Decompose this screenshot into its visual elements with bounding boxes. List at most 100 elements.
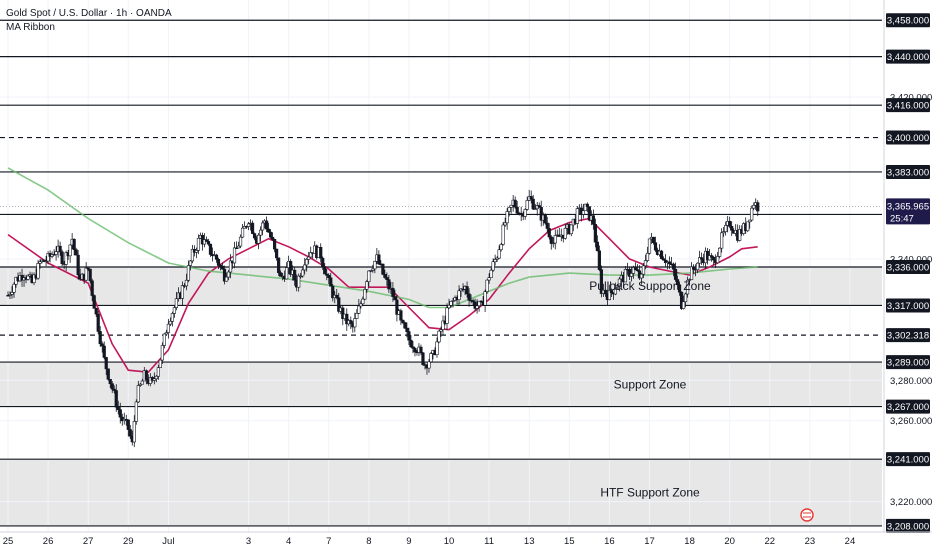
candle-body bbox=[172, 307, 176, 314]
candle-body bbox=[639, 273, 644, 279]
candle-body bbox=[599, 269, 603, 294]
candle-body bbox=[256, 234, 261, 244]
candle-body bbox=[569, 224, 573, 235]
zone-label: HTF Support Zone bbox=[600, 486, 700, 500]
candle-body bbox=[583, 203, 587, 212]
candle-body bbox=[700, 257, 704, 260]
candle-body bbox=[355, 312, 359, 319]
price-axis[interactable]: 3,420.000 3,340.000 3,280.000 3,260.000 3,22… bbox=[883, 0, 932, 550]
candle-body bbox=[591, 215, 595, 225]
candle-body bbox=[369, 270, 373, 272]
candle-body bbox=[102, 345, 106, 358]
candle-body bbox=[413, 348, 417, 353]
candle-body bbox=[593, 224, 597, 243]
level-price-label: 3,336.000 bbox=[887, 263, 929, 274]
candle-body bbox=[399, 310, 403, 321]
candle-body bbox=[144, 370, 148, 380]
time-tick-label: 8 bbox=[366, 536, 371, 547]
candle-body bbox=[126, 419, 130, 430]
candle-body bbox=[365, 281, 369, 290]
candle-body bbox=[722, 231, 726, 234]
candle-body bbox=[451, 300, 455, 302]
candle-body bbox=[120, 416, 124, 422]
level-price-label: 3,383.000 bbox=[887, 167, 929, 178]
candle-body bbox=[716, 256, 720, 264]
symbol-title[interactable]: Gold Spot / U.S. Dollar · 1h · OANDA bbox=[6, 8, 172, 19]
candle-body bbox=[72, 238, 76, 250]
candle-body bbox=[152, 378, 156, 381]
candle-body bbox=[710, 255, 714, 258]
candle-body bbox=[575, 208, 579, 224]
candle-body bbox=[539, 206, 543, 221]
candle-body bbox=[206, 241, 211, 245]
candle-body bbox=[485, 279, 489, 292]
candle-body bbox=[523, 209, 527, 217]
candle-body bbox=[613, 289, 618, 295]
time-tick-label: 16 bbox=[604, 536, 615, 547]
candle-body bbox=[301, 269, 305, 277]
time-axis[interactable]: 25 26 27 29 Jul 3 4 7 8 9 10 11 13 15 16 17 18 20 22 23 24 bbox=[0, 508, 932, 547]
level-price-badge bbox=[886, 49, 930, 64]
candle-body bbox=[752, 205, 756, 209]
candle-body bbox=[325, 273, 329, 276]
candle-body bbox=[367, 270, 371, 282]
candle-body bbox=[36, 263, 40, 279]
candle-body bbox=[160, 345, 164, 361]
price-axis-bg bbox=[884, 0, 932, 550]
candle-body bbox=[623, 268, 628, 283]
candle-body bbox=[549, 236, 553, 244]
candle-body bbox=[663, 259, 668, 264]
price-tick-label: 3,420.000 bbox=[890, 93, 932, 104]
time-tick-label: 25 bbox=[3, 536, 14, 547]
candle-body bbox=[208, 243, 213, 255]
candle-body bbox=[218, 264, 223, 267]
candle-body bbox=[597, 250, 601, 270]
zone-band bbox=[0, 362, 882, 407]
candle-body bbox=[531, 198, 535, 210]
candle-body bbox=[491, 261, 495, 271]
current-price-badge bbox=[886, 198, 930, 225]
candle-body bbox=[489, 269, 493, 278]
candle-body bbox=[106, 368, 110, 380]
candle-body bbox=[234, 247, 239, 249]
candle-body bbox=[44, 260, 48, 263]
candle-body bbox=[222, 268, 227, 282]
level-price-badge bbox=[886, 518, 930, 533]
candle-body bbox=[154, 375, 158, 380]
ma-ribbon-layer bbox=[7, 167, 758, 374]
candle-body bbox=[112, 388, 116, 391]
level-price-badge bbox=[886, 328, 930, 343]
level-price-badge bbox=[886, 260, 930, 275]
candle-body bbox=[381, 263, 385, 275]
candle-body bbox=[712, 256, 716, 261]
level-price-badge bbox=[886, 355, 930, 370]
candle-body bbox=[391, 287, 395, 297]
indicator-label[interactable]: MA Ribbon bbox=[6, 22, 55, 33]
candle-body bbox=[407, 331, 411, 341]
candle-body bbox=[659, 250, 664, 259]
candle-body bbox=[10, 292, 14, 295]
candle-body bbox=[525, 200, 529, 210]
candle-body bbox=[377, 254, 381, 265]
zone-labels-layer: Pullback Support Zone Support Zone HTF Sup… bbox=[589, 279, 711, 499]
countdown-label: 25:47 bbox=[890, 213, 914, 224]
time-tick-label: 26 bbox=[43, 536, 54, 547]
candle-body bbox=[615, 285, 620, 290]
candle-body bbox=[689, 266, 694, 280]
level-price-label: 3,208.000 bbox=[887, 521, 929, 532]
candle-body bbox=[228, 260, 233, 273]
candle-body bbox=[371, 268, 375, 271]
candle-body bbox=[493, 259, 497, 263]
price-tick-label: 3,260.000 bbox=[890, 416, 932, 427]
candle-body bbox=[250, 222, 255, 234]
level-price-label: 3,267.000 bbox=[887, 402, 929, 413]
candle-body bbox=[411, 346, 415, 349]
candle-body bbox=[551, 242, 555, 245]
time-tick-label: 20 bbox=[724, 536, 735, 547]
candle-body bbox=[224, 276, 229, 282]
candle-body bbox=[349, 320, 353, 324]
candle-body bbox=[166, 323, 170, 333]
candle-body bbox=[164, 332, 168, 335]
level-price-badge bbox=[886, 98, 930, 113]
